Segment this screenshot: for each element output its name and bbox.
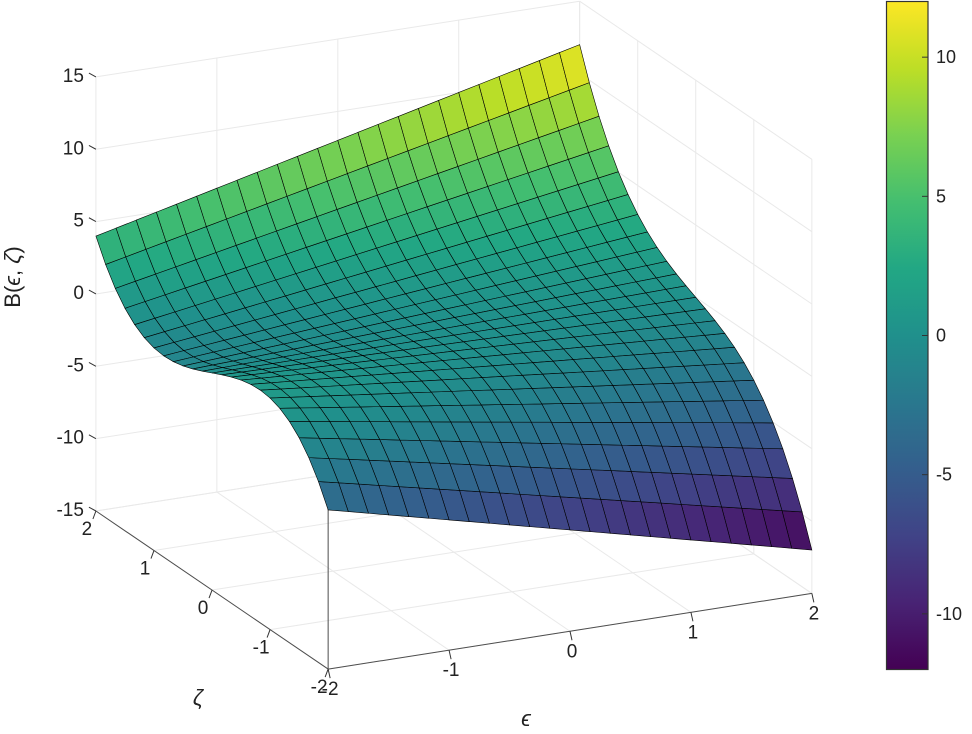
svg-text:5: 5: [73, 211, 84, 232]
svg-text:ϵ: ϵ: [521, 706, 532, 729]
svg-text:1: 1: [688, 622, 699, 643]
svg-text:-15: -15: [56, 500, 83, 521]
svg-text:0: 0: [936, 326, 946, 346]
svg-text:2: 2: [809, 603, 820, 624]
svg-text:2: 2: [82, 519, 93, 540]
svg-text:-1: -1: [443, 660, 460, 681]
svg-text:-2: -2: [322, 679, 339, 700]
svg-text:-10: -10: [936, 604, 962, 624]
svg-text:-1: -1: [253, 638, 270, 659]
svg-text:0: 0: [567, 641, 578, 662]
svg-text:5: 5: [936, 186, 946, 206]
svg-text:0: 0: [73, 283, 84, 304]
svg-text:ζ: ζ: [193, 685, 205, 710]
svg-text:15: 15: [63, 66, 84, 87]
svg-text:10: 10: [936, 47, 956, 67]
svg-text:1: 1: [140, 559, 151, 580]
svg-text:-10: -10: [56, 428, 83, 449]
svg-text:0: 0: [198, 598, 209, 619]
svg-text:-5: -5: [936, 465, 952, 485]
svg-text:B(ϵ, ζ): B(ϵ, ζ): [0, 246, 25, 307]
svg-text:10: 10: [63, 138, 84, 159]
svg-text:-5: -5: [67, 355, 84, 376]
